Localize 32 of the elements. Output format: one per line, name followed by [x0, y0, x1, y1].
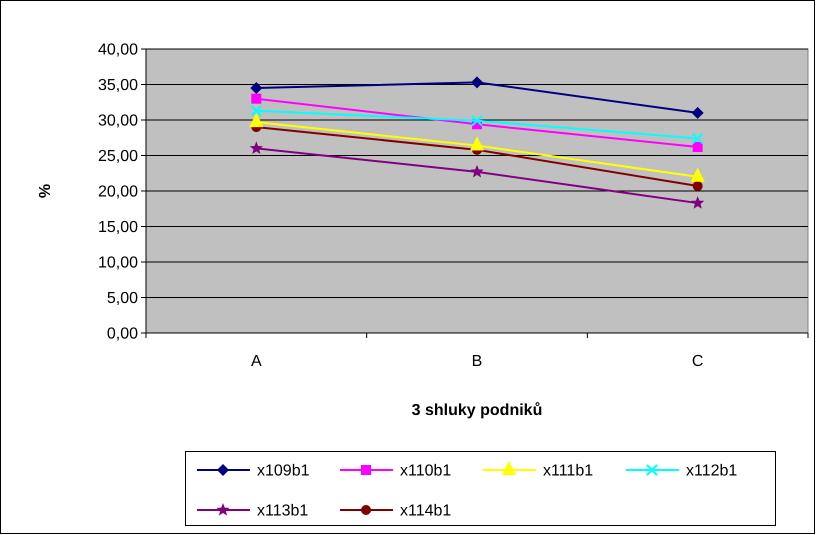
legend-label: x110b1 [400, 462, 452, 480]
y-tick-label: 40,00 [98, 42, 138, 59]
x-axis-title: 3 shluky podniků [412, 402, 542, 419]
y-tick-label: 20,00 [98, 184, 138, 201]
y-tick-label: 30,00 [98, 112, 138, 130]
legend-label: x113b1 [257, 502, 308, 520]
y-tick-label: 35,00 [98, 77, 138, 94]
x-tick-label: C [692, 353, 704, 370]
point [692, 181, 703, 192]
point [691, 196, 704, 209]
y-tick-label: 0,00 [106, 326, 138, 343]
point [251, 94, 262, 104]
y-tick-label: 5,00 [106, 290, 138, 308]
point [692, 142, 703, 152]
y-tick-label: 25,00 [98, 148, 138, 166]
legend-label: x112b1 [686, 462, 738, 480]
legend-label: x109b1 [257, 462, 310, 480]
legend-label: x111b1 [543, 462, 594, 480]
point [250, 141, 263, 154]
point [250, 82, 262, 94]
point [692, 132, 704, 144]
legend-label: x114b1 [400, 502, 452, 520]
x-tick-label: A [250, 353, 262, 370]
x-tick-label: B [472, 353, 482, 370]
point [470, 164, 484, 178]
point [471, 76, 483, 88]
y-axis-title: % [37, 184, 54, 198]
y-tick-label: 10,00 [98, 254, 138, 272]
point [692, 106, 704, 119]
y-tick-label: 15,00 [98, 219, 138, 236]
point [250, 104, 262, 117]
point [471, 114, 483, 127]
